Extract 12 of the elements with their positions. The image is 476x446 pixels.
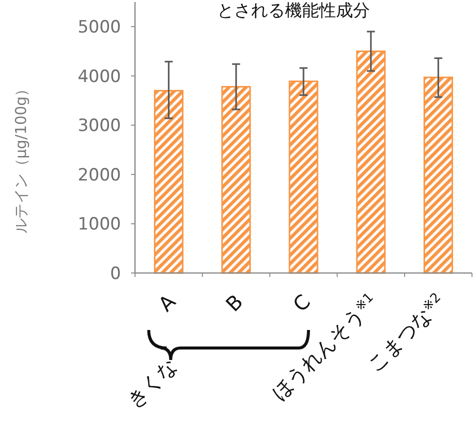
chart-title: とされる機能性成分 xyxy=(217,1,370,21)
x-tick-label: C xyxy=(288,290,316,316)
y-tick-label: 1000 xyxy=(78,214,121,235)
y-tick-label: 5000 xyxy=(78,18,121,38)
y-tick-label: 2000 xyxy=(78,165,121,186)
text: きくな xyxy=(122,353,182,413)
y-tick-label: 4000 xyxy=(78,66,121,87)
x-tick-label: B xyxy=(220,290,248,316)
x-tick-label: A xyxy=(154,289,180,316)
y-tick-label: 0 xyxy=(110,264,121,284)
y-axis-title: ルテイン（μg/100g） xyxy=(12,81,30,234)
y-tick-label: 3000 xyxy=(78,116,121,136)
